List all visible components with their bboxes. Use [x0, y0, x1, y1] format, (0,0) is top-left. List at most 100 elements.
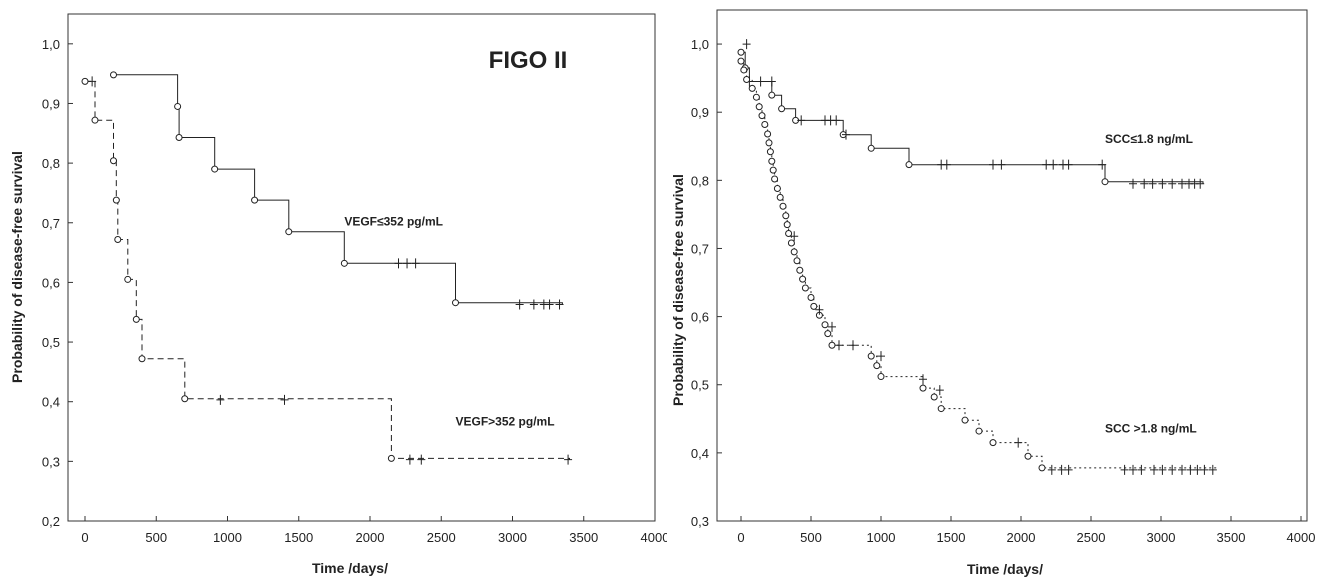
event-marker	[793, 257, 801, 265]
censor-marker	[545, 299, 554, 310]
event-marker	[807, 294, 815, 302]
event-marker	[114, 235, 122, 243]
x-tick-label: 3500	[569, 530, 598, 545]
censor-marker	[849, 340, 857, 351]
censor-marker	[216, 394, 225, 405]
censor-marker	[1186, 464, 1195, 475]
x-tick-label: 3500	[1217, 530, 1246, 545]
censor-marker	[1200, 464, 1209, 475]
right-survival-chart: 0,3 0,4 0,5 0,6 0,7 0,8 0,9 1,0 0 500 1000 1500 200…	[670, 9, 1315, 577]
right-x-axis-label: Time /days/	[967, 561, 1043, 577]
censor-marker	[1158, 464, 1167, 475]
censor-marker	[919, 374, 927, 385]
censor-marker	[1129, 178, 1137, 189]
censor-marker	[1148, 178, 1157, 189]
event-marker	[764, 130, 772, 138]
event-marker	[930, 393, 938, 401]
event-marker	[211, 165, 219, 173]
event-marker	[752, 93, 760, 101]
censor-marker	[280, 394, 289, 405]
left-plot-frame	[67, 13, 656, 522]
y-tick-label: 0,5	[691, 378, 709, 393]
x-tick-label: 0	[81, 530, 88, 545]
censor-marker	[1129, 464, 1137, 475]
event-marker	[782, 212, 790, 220]
censor-marker	[1047, 464, 1056, 475]
event-marker	[110, 71, 117, 79]
y-tick-label: 0,6	[42, 275, 60, 290]
censor-marker	[1193, 464, 1202, 475]
censor-marker	[1168, 464, 1177, 475]
left-series-0: VEGF≤352 pg/mL	[110, 71, 564, 310]
censor-marker	[1196, 178, 1205, 189]
x-tick-label: 2500	[1077, 530, 1106, 545]
x-tick-label: 3000	[1147, 530, 1176, 545]
event-marker	[175, 133, 183, 141]
censor-marker	[1178, 464, 1186, 475]
censor-marker	[835, 340, 843, 351]
event-marker	[755, 103, 763, 111]
event-marker	[779, 202, 787, 210]
censor-marker	[1178, 178, 1186, 189]
event-marker	[877, 373, 885, 381]
left-y-axis-label: Probability of disease-free survival	[9, 151, 25, 383]
censor-marker	[877, 351, 885, 362]
event-marker	[110, 157, 117, 165]
censor-marker	[529, 299, 538, 310]
left-yaxis: 0,2 0,3 0,4 0,5 0,6 0,7 0,8 0,9 1,0	[42, 37, 73, 529]
x-tick-label: 2000	[356, 530, 385, 545]
series-label: SCC≤1.8 ng/mL	[1105, 132, 1193, 146]
event-marker	[761, 120, 769, 128]
event-marker	[787, 239, 795, 247]
event-marker	[783, 221, 791, 229]
event-marker	[961, 416, 969, 424]
event-marker	[91, 116, 99, 124]
censor-marker	[1014, 437, 1023, 448]
x-tick-label: 1500	[284, 530, 313, 545]
y-tick-label: 0,6	[691, 310, 709, 325]
series-label: VEGF≤352 pg/mL	[344, 215, 443, 229]
y-tick-label: 0,8	[691, 173, 709, 188]
event-marker	[181, 395, 189, 403]
x-tick-label: 500	[800, 530, 822, 545]
right-series-0: SCC≤1.8 ng/mL	[737, 39, 1205, 189]
right-series-1: SCC >1.8 ng/mL	[737, 57, 1218, 475]
censor-marker	[88, 76, 97, 87]
censor-marker	[1049, 159, 1058, 170]
censor-marker	[1064, 159, 1073, 170]
censor-marker	[1064, 464, 1073, 475]
event-marker	[785, 229, 793, 237]
left-survival-chart: 0,2 0,3 0,4 0,5 0,6 0,7 0,8 0,9 1,0 0 500 1000 1500…	[9, 13, 667, 576]
censor-marker	[942, 159, 951, 170]
event-marker	[748, 84, 756, 92]
censor-marker	[935, 385, 944, 396]
event-marker	[796, 266, 804, 274]
censor-marker	[403, 258, 412, 269]
event-marker	[765, 139, 773, 147]
event-marker	[824, 330, 832, 338]
right-series: SCC≤1.8 ng/mL SCC >1.8 ng/mL	[737, 39, 1218, 475]
survival-curve	[741, 51, 1204, 184]
censor-marker	[767, 76, 776, 87]
x-tick-label: 4000	[641, 530, 667, 545]
event-marker	[810, 302, 818, 310]
right-xaxis: 0 500 1000 1500 2000 2500 3000 3500 4000	[737, 516, 1315, 545]
y-tick-label: 0,4	[42, 395, 60, 410]
event-marker	[771, 175, 779, 183]
series-label: SCC >1.8 ng/mL	[1105, 421, 1197, 435]
x-tick-label: 3000	[498, 530, 527, 545]
x-tick-label: 2500	[427, 530, 456, 545]
censor-marker	[555, 299, 564, 310]
x-tick-label: 4000	[1287, 530, 1316, 545]
censor-marker	[405, 454, 414, 465]
x-tick-label: 1000	[213, 530, 242, 545]
censor-marker	[417, 454, 426, 465]
y-tick-label: 0,7	[691, 241, 709, 256]
censor-marker	[1057, 464, 1066, 475]
event-marker	[905, 161, 913, 169]
event-marker	[778, 105, 786, 113]
censor-marker	[756, 76, 765, 87]
event-marker	[285, 228, 293, 236]
event-marker	[387, 454, 395, 462]
censor-marker	[394, 258, 403, 269]
